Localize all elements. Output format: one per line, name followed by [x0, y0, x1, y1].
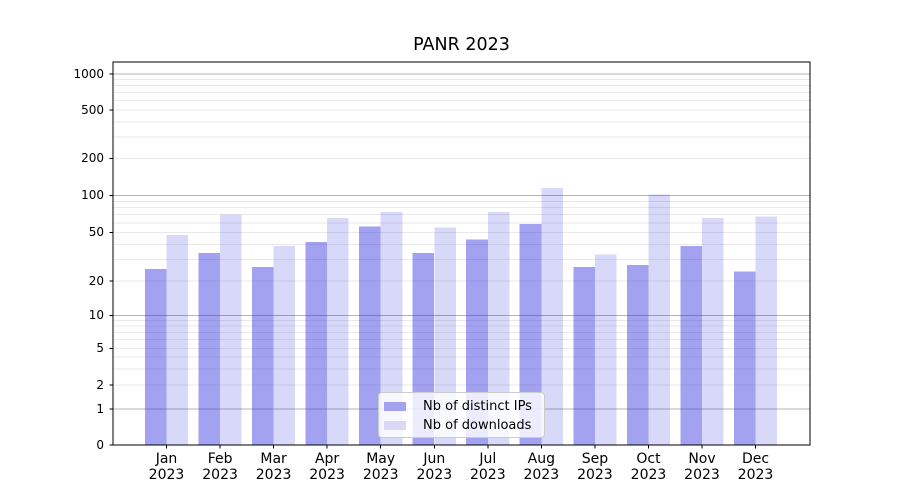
- x-tick-label: Aug 2023: [509, 451, 573, 483]
- bar-downloads-feb: [220, 214, 242, 445]
- x-tick-year: 2023: [202, 466, 238, 483]
- y-tick-label: 2: [96, 377, 104, 392]
- bar-downloads-nov: [702, 217, 724, 445]
- x-tick-label: May 2023: [349, 451, 413, 483]
- bar-ips-oct: [626, 265, 649, 445]
- bar-downloads-jun: [434, 227, 456, 445]
- x-tick-year: 2023: [416, 466, 453, 483]
- bar-downloads-apr: [327, 217, 349, 445]
- x-tick-label: Apr 2023: [295, 451, 359, 483]
- x-tick-month: Dec: [741, 451, 770, 467]
- x-tick-year: 2023: [255, 466, 292, 483]
- x-tick-label: Dec 2023: [724, 451, 788, 483]
- y-tick-label: 200: [81, 150, 104, 165]
- x-tick-year: 2023: [362, 466, 399, 483]
- y-tick-label: 100: [81, 188, 104, 203]
- x-tick-month: Feb: [207, 451, 233, 467]
- bar-downloads-sep: [594, 254, 617, 445]
- bar-downloads-jan: [166, 234, 189, 445]
- bar-ips-sep: [573, 267, 595, 445]
- legend-row-distinct-ips: Nb of distinct IPs: [384, 397, 544, 416]
- x-tick-month: Nov: [688, 451, 716, 467]
- x-tick-year: 2023: [148, 466, 185, 483]
- bar-ips-apr: [305, 241, 328, 445]
- y-tick-label: 500: [81, 102, 104, 117]
- legend-row-downloads: Nb of downloads: [384, 416, 544, 435]
- x-tick-month: Sep: [581, 451, 609, 467]
- x-tick-year: 2023: [684, 466, 720, 483]
- bar-downloads-mar: [273, 245, 296, 445]
- x-tick-month: Apr: [314, 451, 340, 467]
- bar-ips-aug: [519, 223, 542, 445]
- bar-downloads-dec: [755, 216, 778, 445]
- legend-label-distinct-ips: Nb of distinct IPs: [423, 399, 532, 414]
- bar-ips-may: [359, 226, 381, 445]
- bar-ips-jan: [144, 269, 167, 445]
- x-tick-label: Sep 2023: [563, 451, 627, 483]
- x-tick-year: 2023: [737, 466, 774, 483]
- x-tick-year: 2023: [469, 466, 506, 483]
- x-tick-year: 2023: [630, 466, 667, 483]
- x-tick-month: Jul: [479, 451, 497, 467]
- x-tick-label: Feb 2023: [188, 451, 252, 483]
- y-tick-label: 5: [96, 340, 104, 355]
- x-tick-label: Jun 2023: [402, 451, 466, 483]
- axes-spines: [112, 61, 811, 446]
- x-tick-month: Jun: [423, 451, 446, 467]
- x-tick-label: Mar 2023: [242, 451, 306, 483]
- x-tick-year: 2023: [309, 466, 345, 483]
- legend: Nb of distinct IPs Nb of downloads: [378, 392, 545, 438]
- x-tick-label: Oct 2023: [617, 451, 681, 483]
- x-tick-month: Aug: [527, 451, 555, 467]
- y-tick-label: 1: [96, 401, 104, 416]
- bar-downloads-aug: [541, 188, 563, 445]
- legend-label-downloads: Nb of downloads: [423, 418, 532, 433]
- x-tick-month: Jan: [155, 451, 178, 467]
- bar-ips-mar: [252, 267, 274, 445]
- chart-title: PANR 2023: [413, 35, 510, 55]
- x-tick-month: Oct: [636, 451, 661, 467]
- legend-swatch-downloads-icon: [384, 421, 406, 430]
- bar-ips-feb: [198, 253, 221, 445]
- bar-downloads-oct: [648, 194, 671, 445]
- y-tick-label: 1000: [73, 66, 104, 81]
- x-tick-label: Jul 2023: [456, 451, 520, 483]
- y-tick-label: 10: [88, 308, 104, 323]
- legend-swatch-distinct-ips-icon: [384, 402, 406, 411]
- bar-ips-dec: [733, 271, 756, 445]
- bar-downloads-jul: [487, 211, 510, 445]
- y-tick-label: 50: [88, 225, 104, 240]
- y-tick-label: 20: [88, 273, 104, 288]
- x-tick-label: Nov 2023: [670, 451, 734, 483]
- x-tick-month: May: [366, 451, 396, 467]
- y-tick-label: 0: [96, 437, 104, 452]
- bar-ips-nov: [680, 245, 702, 445]
- x-tick-label: Jan 2023: [135, 451, 199, 483]
- x-tick-year: 2023: [577, 466, 613, 483]
- x-tick-month: Mar: [260, 451, 287, 467]
- bar-downloads-may: [380, 211, 403, 445]
- x-tick-year: 2023: [523, 466, 560, 483]
